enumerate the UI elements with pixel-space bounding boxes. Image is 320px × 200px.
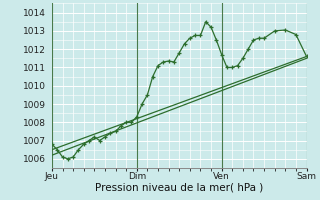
X-axis label: Pression niveau de la mer( hPa ): Pression niveau de la mer( hPa ) (95, 183, 263, 193)
